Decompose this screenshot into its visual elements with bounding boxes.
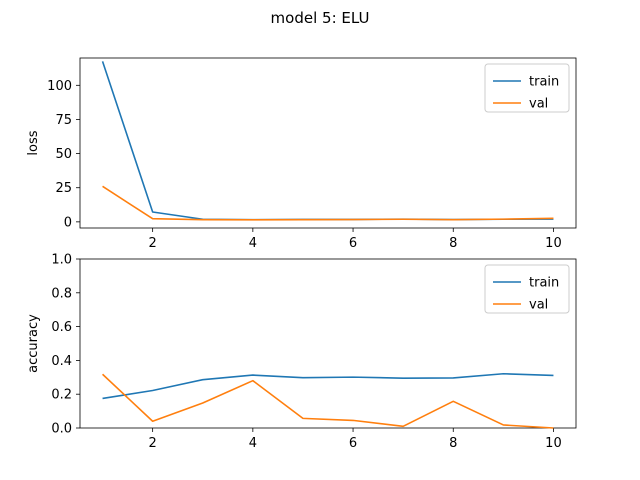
accuracy-y-tick-label: 0.2	[51, 388, 72, 403]
accuracy-y-tick-label: 0.6	[51, 320, 72, 335]
accuracy-y-tick-label: 0.0	[51, 422, 72, 437]
accuracy-axes-border	[79, 258, 577, 429]
loss-legend: train val	[484, 63, 570, 113]
accuracy-x-tick-label: 6	[349, 436, 357, 451]
loss-x-tick-label: 6	[349, 236, 357, 251]
accuracy-y-tick-label: 0.8	[51, 286, 72, 301]
loss-x-tick-label: 4	[249, 236, 257, 251]
loss-y-ticks: 0 25 50 75 100	[47, 79, 80, 230]
accuracy-series-train-line	[102, 372, 554, 400]
loss-subplot: 2 4 6 8 10 0 25 50 75 100 loss train val	[26, 57, 577, 251]
accuracy-x-tick-label: 4	[249, 436, 257, 451]
loss-legend-label-val: val	[529, 97, 548, 112]
accuracy-x-ticks: 2 4 6 8 10	[149, 428, 562, 451]
loss-y-tick-label: 50	[55, 147, 72, 162]
loss-legend-label-train: train	[529, 75, 559, 90]
accuracy-y-tick-label: 1.0	[51, 253, 72, 268]
loss-series-val-line	[102, 185, 554, 221]
loss-x-tick-label: 8	[449, 236, 457, 251]
accuracy-subplot: 2 4 6 8 10 0.0 0.2 0.4 0.6 0.8 1.0 accuracy train…	[26, 253, 577, 451]
loss-y-axis-label: loss	[26, 130, 41, 155]
loss-y-tick-label: 100	[47, 79, 72, 94]
loss-x-tick-label: 2	[149, 236, 157, 251]
loss-x-ticks: 2 4 6 8 10	[149, 228, 562, 251]
loss-y-tick-label: 25	[55, 181, 72, 196]
accuracy-legend-box	[484, 264, 570, 314]
loss-axes-frame	[79, 57, 577, 229]
loss-lines	[101, 61, 554, 221]
loss-y-tick-label: 75	[55, 113, 72, 128]
accuracy-y-tick-label: 0.4	[51, 354, 72, 369]
loss-y-tick-label: 0	[64, 215, 72, 230]
accuracy-legend-label-train: train	[529, 276, 559, 291]
loss-legend-box	[484, 63, 570, 113]
accuracy-lines	[102, 372, 554, 429]
accuracy-x-tick-label: 2	[149, 436, 157, 451]
accuracy-series-val-line	[102, 373, 554, 429]
accuracy-legend: train val	[484, 264, 570, 314]
loss-axes-border	[79, 57, 577, 229]
accuracy-legend-label-val: val	[529, 298, 548, 313]
accuracy-y-ticks: 0.0 0.2 0.4 0.6 0.8 1.0	[51, 253, 80, 437]
accuracy-x-tick-label: 8	[449, 436, 457, 451]
accuracy-axes-frame	[79, 258, 577, 429]
figure-title: model 5: ELU	[271, 9, 370, 27]
loss-x-tick-label: 10	[545, 236, 562, 251]
accuracy-x-tick-label: 10	[545, 436, 562, 451]
accuracy-y-axis-label: accuracy	[26, 314, 41, 373]
